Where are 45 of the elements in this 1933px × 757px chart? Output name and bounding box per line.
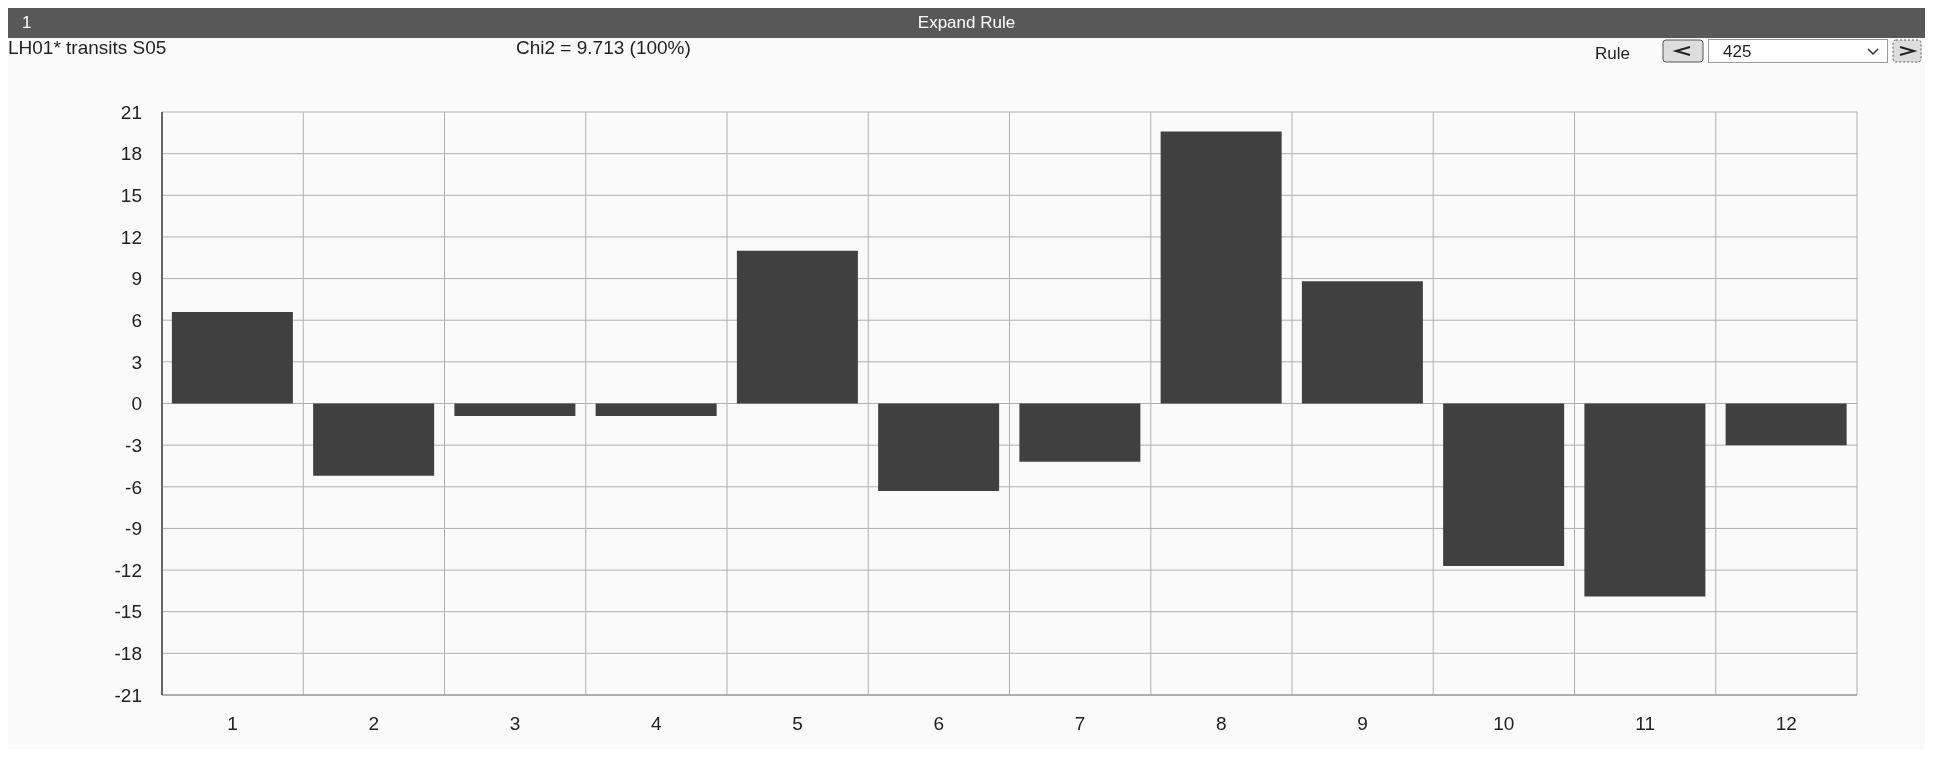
- y-tick-label: 3: [131, 351, 142, 373]
- y-tick-label: 21: [120, 101, 142, 123]
- bar: [736, 250, 858, 404]
- x-tick-label: 2: [368, 713, 380, 735]
- bar: [878, 403, 1000, 491]
- x-tick-label: 3: [509, 713, 521, 735]
- text: 425: [1723, 42, 1752, 62]
- y-tick-label: 15: [120, 185, 142, 207]
- y-tick-label: -9: [125, 518, 142, 540]
- y-tick-label: -6: [125, 476, 142, 498]
- x-tick-label: 11: [1635, 713, 1655, 735]
- x-tick-label: 9: [1357, 713, 1368, 735]
- bar: [171, 311, 293, 404]
- bar: [1019, 403, 1141, 462]
- x-tick-label: 1: [227, 713, 238, 735]
- bar: [1725, 403, 1847, 446]
- bar: [1160, 131, 1282, 404]
- chart-title: Expand Rule: [917, 13, 1016, 32]
- x-tick-label: 6: [933, 713, 945, 735]
- text: Chi2 = 9.713 (100%): [516, 37, 691, 59]
- y-tick-label: -18: [114, 643, 142, 665]
- bar: [313, 403, 435, 476]
- bar: [1443, 403, 1565, 566]
- y-tick-label: -12: [114, 559, 142, 581]
- y-tick-label: 0: [131, 393, 142, 415]
- y-tick-label: -21: [114, 684, 142, 706]
- y-tick-label: -3: [125, 434, 142, 456]
- y-tick-label: -15: [114, 601, 142, 623]
- y-tick-label: 12: [120, 226, 142, 248]
- bar: [1301, 281, 1423, 404]
- x-tick-label: 4: [651, 713, 663, 735]
- x-tick-label: 8: [1216, 713, 1227, 735]
- bar: [1584, 403, 1706, 597]
- bar: [454, 403, 576, 416]
- y-tick-label: 6: [131, 309, 142, 331]
- x-tick-label: 7: [1074, 713, 1086, 735]
- text: 1: [22, 13, 32, 33]
- y-tick-label: 18: [120, 143, 142, 165]
- text: Rule: [1595, 44, 1630, 64]
- x-tick-label: 5: [792, 713, 803, 735]
- y-tick-label: 9: [131, 268, 142, 290]
- chart-subtitle: LH01* transits S05: [8, 37, 167, 59]
- bar: [595, 403, 717, 416]
- x-tick-label: 12: [1775, 713, 1797, 735]
- x-tick-label: 10: [1493, 713, 1515, 735]
